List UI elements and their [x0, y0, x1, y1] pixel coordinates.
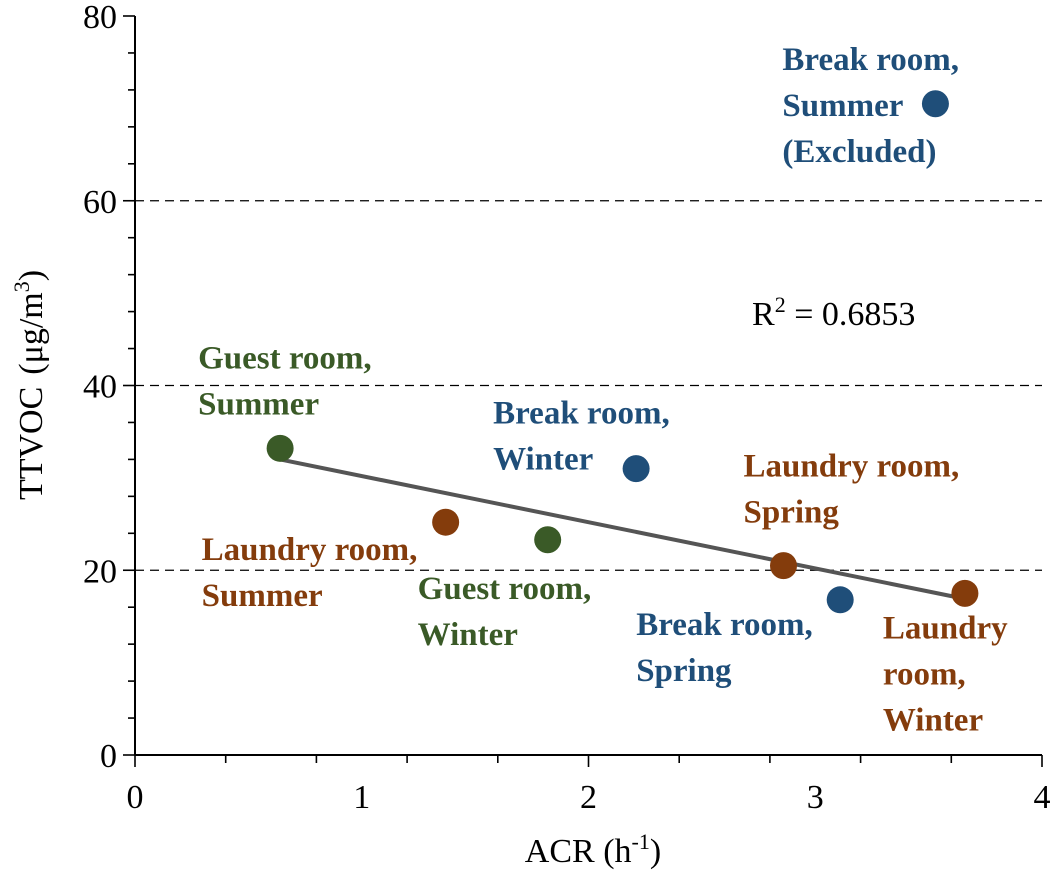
x-axis-title: ACR (h-1) [525, 829, 661, 870]
x-tick-label: 4 [1034, 779, 1050, 816]
gridlines [135, 200, 1042, 571]
data-point-guest [266, 434, 294, 462]
data-point-break [622, 455, 650, 483]
y-tick-label: 80 [83, 0, 117, 36]
point-label: Break room, Summer (Excluded) [782, 42, 959, 170]
x-tick-label: 2 [580, 779, 597, 816]
data-points [266, 90, 979, 614]
x-tick-label: 0 [127, 779, 144, 816]
point-label: Laundry room, Spring [744, 449, 960, 531]
y-tick-label: 40 [83, 369, 117, 406]
point-label: Break room, Winter [493, 396, 670, 478]
point-label: Guest room, Summer [198, 340, 372, 422]
point-label: Laundry room, Winter [883, 610, 1008, 738]
data-point-break [921, 90, 949, 118]
data-point-guest [534, 526, 562, 554]
y-axis-title: TTVOC(μg/m3) [9, 270, 50, 500]
data-point-laundry [432, 508, 460, 536]
y-tick-label: 60 [83, 184, 117, 221]
y-tick-label: 0 [100, 738, 117, 775]
point-label: Guest room, Winter [418, 571, 592, 653]
r-squared-annotation: R2 = 0.6853 [752, 292, 915, 333]
x-tick-label: 3 [807, 779, 824, 816]
y-tick-label: 20 [83, 553, 117, 590]
axes: 0 20 40 60 80 0 1 2 3 4 [83, 0, 1050, 816]
data-point-laundry [770, 552, 798, 580]
trendline [279, 457, 966, 601]
point-label: Laundry room, Summer [202, 532, 418, 614]
trendline-layer [279, 457, 966, 601]
point-label: Break room, Spring [636, 607, 813, 689]
x-tick-label: 1 [353, 779, 370, 816]
data-point-laundry [951, 579, 979, 607]
data-point-break [826, 586, 854, 614]
